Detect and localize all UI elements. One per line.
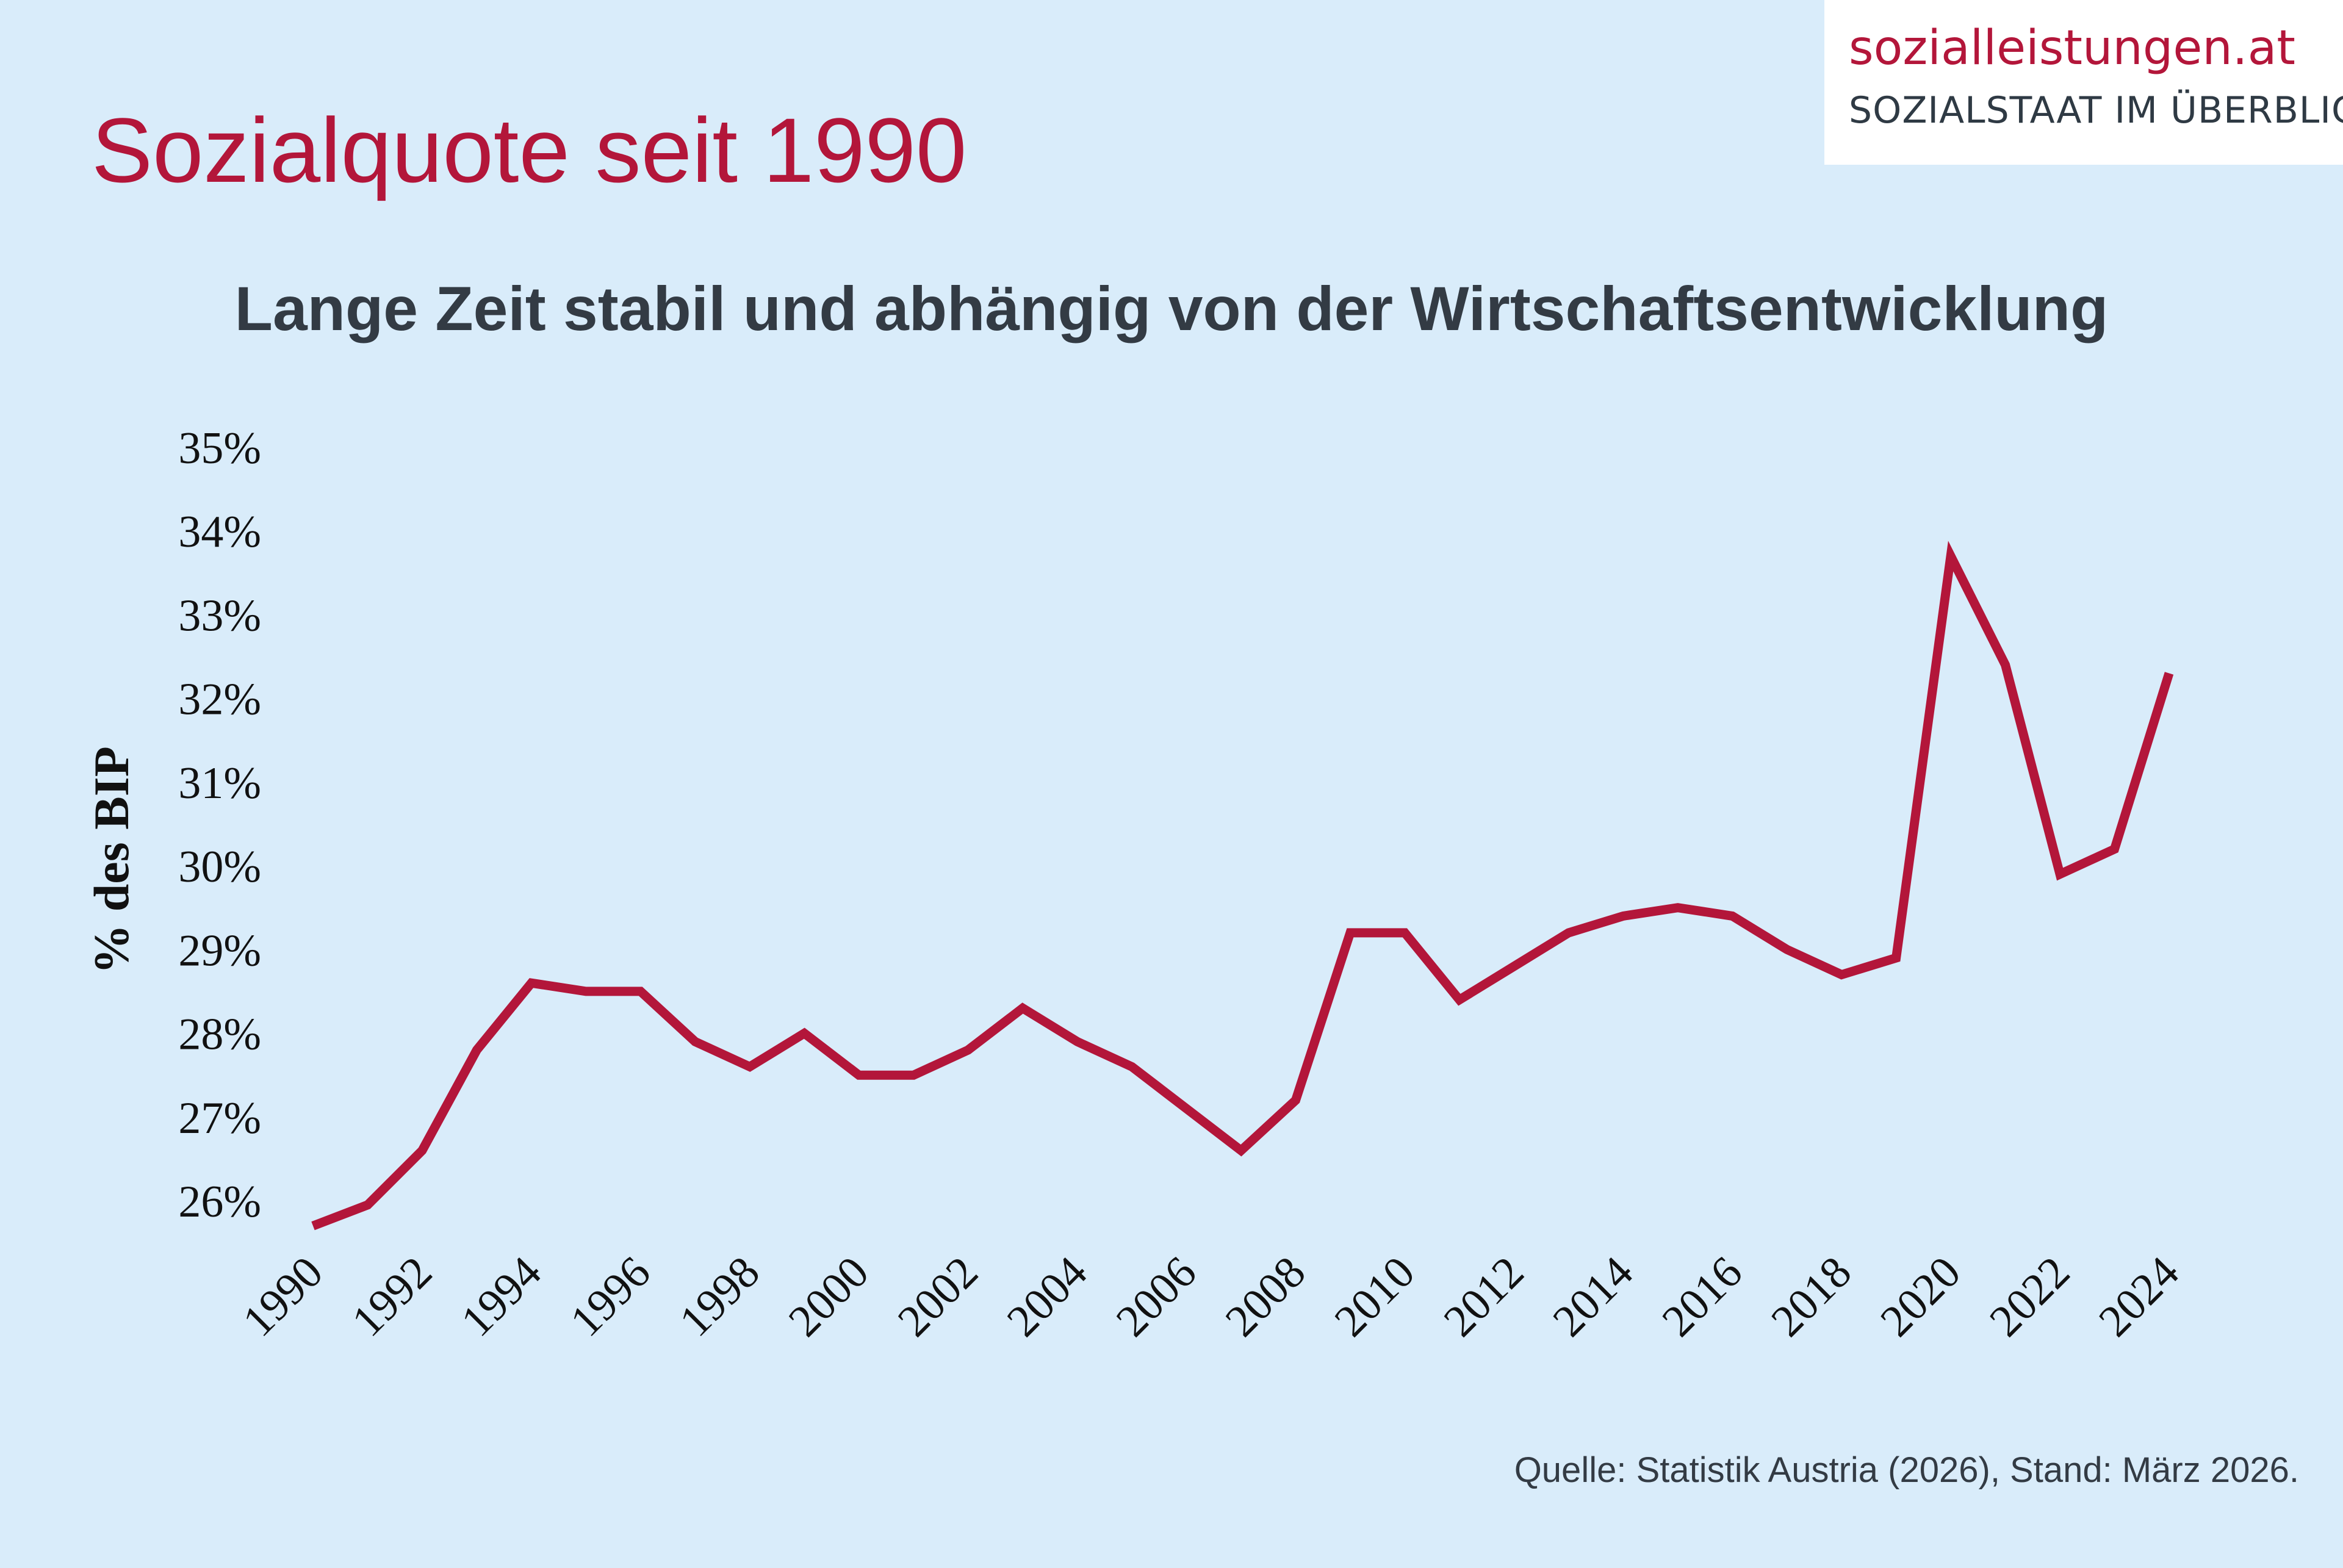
x-tick-label: 2014 [1544, 1247, 1643, 1347]
x-tick-label: 2010 [1325, 1247, 1425, 1347]
y-tick-label: 32% [178, 675, 261, 725]
x-tick-label: 2008 [1216, 1247, 1315, 1347]
x-tick-label: 1990 [233, 1247, 333, 1347]
x-tick-label: 2022 [1980, 1247, 2079, 1347]
y-tick-label: 34% [178, 507, 261, 557]
series-layer [311, 541, 2174, 1231]
logo-name: sozialleistungen.at [1849, 21, 2295, 76]
x-tick-label: 1992 [342, 1247, 442, 1347]
x-tick-label: 2020 [1871, 1247, 1971, 1347]
y-tick-label: 33% [178, 591, 261, 641]
logo-box[interactable]: sozialleistungen.at SOZIALSTAAT IM ÜBERB… [1824, 0, 2343, 165]
y-tick-label: 29% [178, 926, 261, 976]
source-note: Quelle: Statistik Austria (2026), Stand:… [1514, 1450, 2299, 1490]
x-tick-label: 2006 [1107, 1247, 1206, 1347]
y-tick-label: 31% [178, 758, 261, 808]
x-tick-label: 2004 [998, 1247, 1097, 1347]
x-tick-label: 2012 [1434, 1247, 1534, 1347]
x-tick-label: 1994 [452, 1247, 551, 1347]
y-tick-label: 26% [178, 1177, 261, 1227]
x-axis-ticks: 1990 1992 1994 1996 1998 2000 2002 2004 2006 2008… [233, 1247, 2189, 1347]
x-tick-label: 2002 [888, 1247, 988, 1347]
x-tick-label: 2016 [1653, 1247, 1752, 1347]
chart-subtitle: Lange Zeit stabil und abhängig von der W… [234, 274, 2109, 343]
logo-tagline: SOZIALSTAAT IM ÜBERBLICK [1849, 89, 2343, 132]
y-tick-label: 35% [178, 423, 261, 473]
x-tick-label: 2024 [2089, 1247, 2189, 1347]
y-tick-label: 30% [178, 842, 261, 892]
x-tick-label: 2000 [779, 1247, 879, 1347]
y-tick-label: 28% [178, 1010, 261, 1060]
page-title: Sozialquote seit 1990 [92, 99, 967, 201]
x-tick-label: 2018 [1762, 1247, 1862, 1347]
y-tick-label: 27% [178, 1093, 261, 1143]
series-line [311, 541, 2174, 1231]
y-axis-ticks: 26% 27% 28% 29% 30% 31% 32% 33% 34% 35% [178, 423, 261, 1227]
x-tick-label: 1996 [561, 1247, 660, 1347]
x-tick-label: 1998 [670, 1247, 769, 1347]
y-axis-title: % des BIP [84, 746, 139, 974]
